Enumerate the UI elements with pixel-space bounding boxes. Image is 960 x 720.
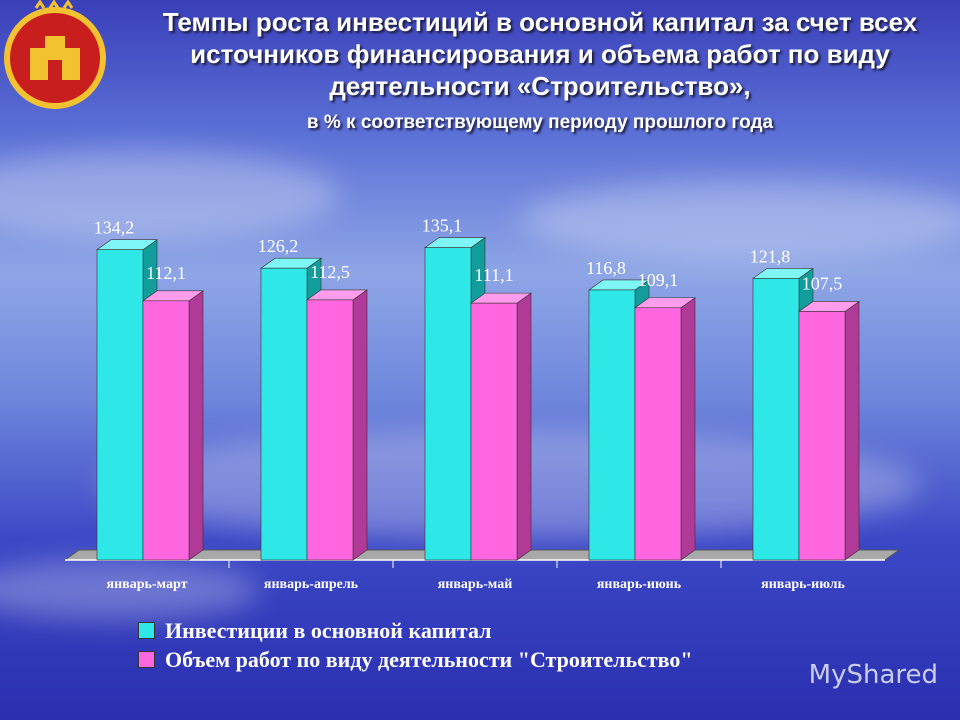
legend: Инвестиции в основной капитал Объем рабо…	[138, 616, 693, 674]
data-label: 134,2	[94, 218, 135, 238]
bar-construction	[470, 302, 518, 561]
legend-label-series1: Инвестиции в основной капитал	[165, 617, 492, 643]
data-label: 121,8	[750, 246, 791, 266]
data-label: 111,1	[474, 265, 513, 285]
watermark: MyShared	[808, 660, 938, 690]
legend-item-series2: Объем работ по виду деятельности "Строит…	[138, 645, 693, 674]
bar-investment	[424, 247, 472, 561]
data-label: 135,1	[422, 216, 463, 236]
category-label: январь-июнь	[597, 577, 682, 592]
bar-construction	[798, 311, 846, 561]
category-label: январь-май	[438, 577, 513, 592]
category-label: январь-апрель	[264, 577, 359, 592]
data-label: 126,2	[258, 236, 299, 256]
category-label: январь-июль	[761, 577, 845, 592]
data-label: 112,1	[146, 263, 186, 283]
bar-construction	[634, 307, 682, 561]
data-label: 116,8	[586, 258, 626, 278]
legend-swatch-cyan	[138, 622, 155, 639]
legend-label-series2: Объем работ по виду деятельности "Строит…	[165, 646, 693, 672]
data-label: 109,1	[638, 270, 679, 290]
chart-title: Темпы роста инвестиций в основной капита…	[162, 7, 918, 101]
coat-of-arms-logo	[4, 0, 106, 109]
chart-subtitle: в % к соответствующему периоду прошлого …	[306, 112, 774, 133]
bar-construction	[306, 299, 354, 561]
data-label: 112,5	[310, 262, 350, 282]
bar-side	[844, 300, 860, 561]
bar-investment	[260, 267, 308, 561]
bar-side	[680, 297, 696, 561]
legend-swatch-pink	[138, 651, 155, 668]
bar-investment	[96, 249, 144, 561]
legend-item-series1: Инвестиции в основной капитал	[138, 616, 693, 645]
data-label: 107,5	[802, 273, 843, 293]
bar-side	[516, 292, 532, 561]
bar-investment	[588, 289, 636, 561]
bar-investment	[752, 278, 800, 561]
bar-construction	[142, 300, 190, 561]
bar-side	[352, 289, 368, 561]
category-label: январь-март	[107, 577, 188, 592]
bar-side	[188, 290, 204, 561]
